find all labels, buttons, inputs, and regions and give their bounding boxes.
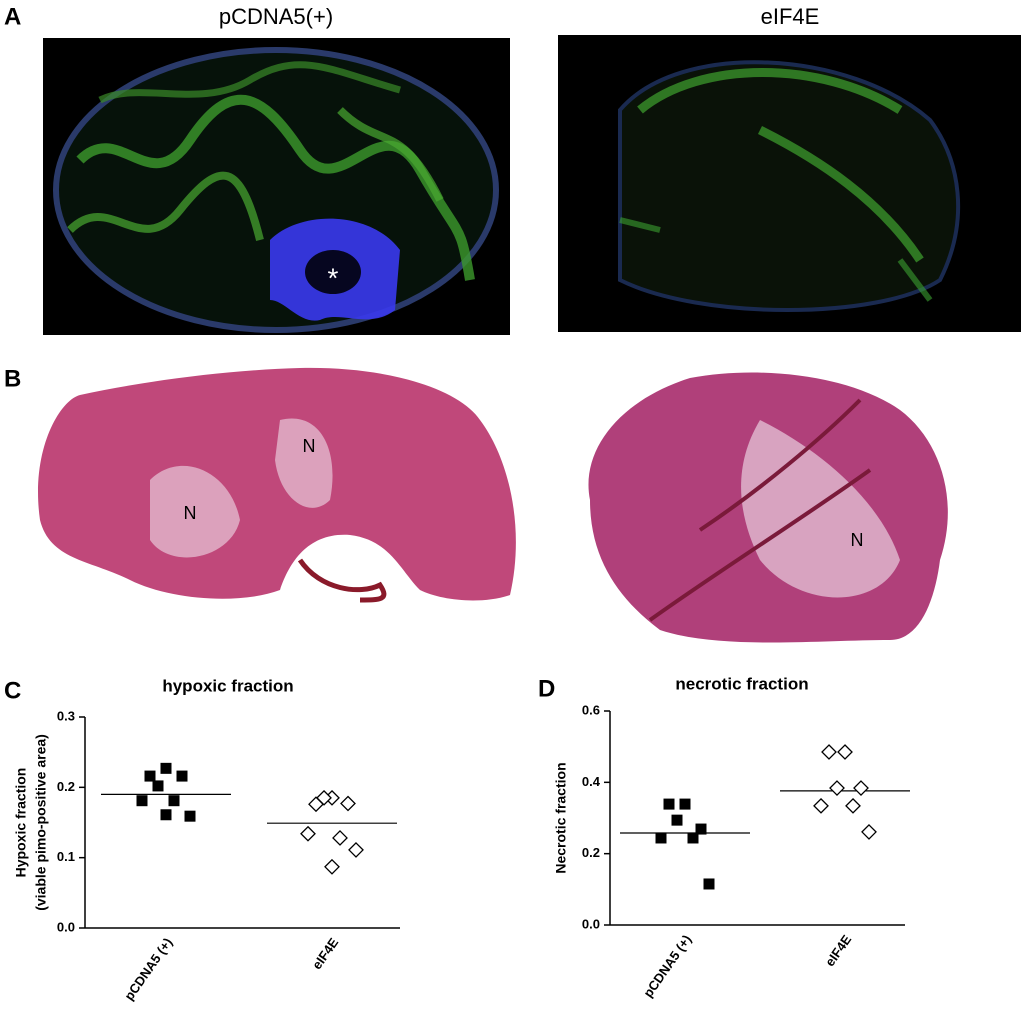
necrosis-marker: * — [328, 262, 339, 293]
data-point — [340, 795, 356, 812]
data-point — [813, 797, 829, 814]
y-axis-label: (viable pimo-positive area) — [33, 734, 49, 911]
y-tick-label: 0.2 — [57, 779, 75, 794]
data-point — [348, 842, 364, 858]
necrosis-label: N — [184, 503, 197, 523]
necrosis-label: N — [303, 436, 316, 456]
data-point — [316, 789, 332, 806]
y-tick-label: 0.0 — [582, 916, 600, 931]
data-point — [168, 795, 180, 807]
data-point — [837, 744, 853, 760]
data-point — [853, 780, 869, 796]
data-point — [703, 878, 715, 890]
data-point — [861, 823, 877, 840]
data-point — [300, 825, 316, 842]
necrosis-label: N — [851, 530, 864, 550]
data-point — [152, 780, 164, 792]
y-tick-label: 0.6 — [582, 702, 600, 717]
image-title: pCDNA5(+) — [219, 4, 333, 29]
data-point — [332, 830, 348, 846]
y-tick-label: 0.4 — [582, 774, 601, 789]
chart-title: necrotic fraction — [675, 674, 808, 693]
image-title: eIF4E — [761, 4, 820, 29]
data-point — [671, 814, 683, 826]
data-point — [695, 823, 707, 835]
x-tick-label: eIF4E — [309, 935, 341, 972]
data-point — [845, 797, 861, 814]
fluorescence-image — [43, 35, 1021, 335]
data-point — [655, 832, 667, 844]
chart-title: hypoxic fraction — [162, 676, 293, 695]
data-point — [136, 795, 148, 807]
panel-letter: A — [4, 3, 21, 30]
y-tick-label: 0.3 — [57, 708, 75, 723]
y-axis-label: Necrotic fraction — [553, 762, 569, 873]
data-point — [160, 809, 172, 821]
y-tick-label: 0.2 — [582, 845, 600, 860]
data-point — [829, 780, 845, 796]
x-tick-label: pCDNA5 (+) — [121, 935, 175, 1003]
y-axis-label: Hypoxic fraction — [13, 768, 29, 878]
x-tick-label: eIF4E — [822, 932, 854, 969]
panel-letter: B — [4, 365, 21, 392]
panel-letter: C — [4, 677, 21, 704]
data-point — [160, 762, 172, 774]
data-point — [679, 798, 691, 810]
data-point — [821, 744, 837, 760]
x-tick-label: pCDNA5 (+) — [640, 932, 694, 1000]
y-tick-label: 0.0 — [57, 919, 75, 934]
data-point — [663, 798, 675, 810]
data-point — [687, 832, 699, 844]
data-point — [184, 810, 196, 822]
y-tick-label: 0.1 — [57, 849, 75, 864]
panel-letter: D — [538, 675, 555, 702]
data-point — [144, 770, 156, 782]
histology-image — [38, 367, 948, 643]
data-point — [324, 858, 340, 875]
data-point — [176, 770, 188, 782]
